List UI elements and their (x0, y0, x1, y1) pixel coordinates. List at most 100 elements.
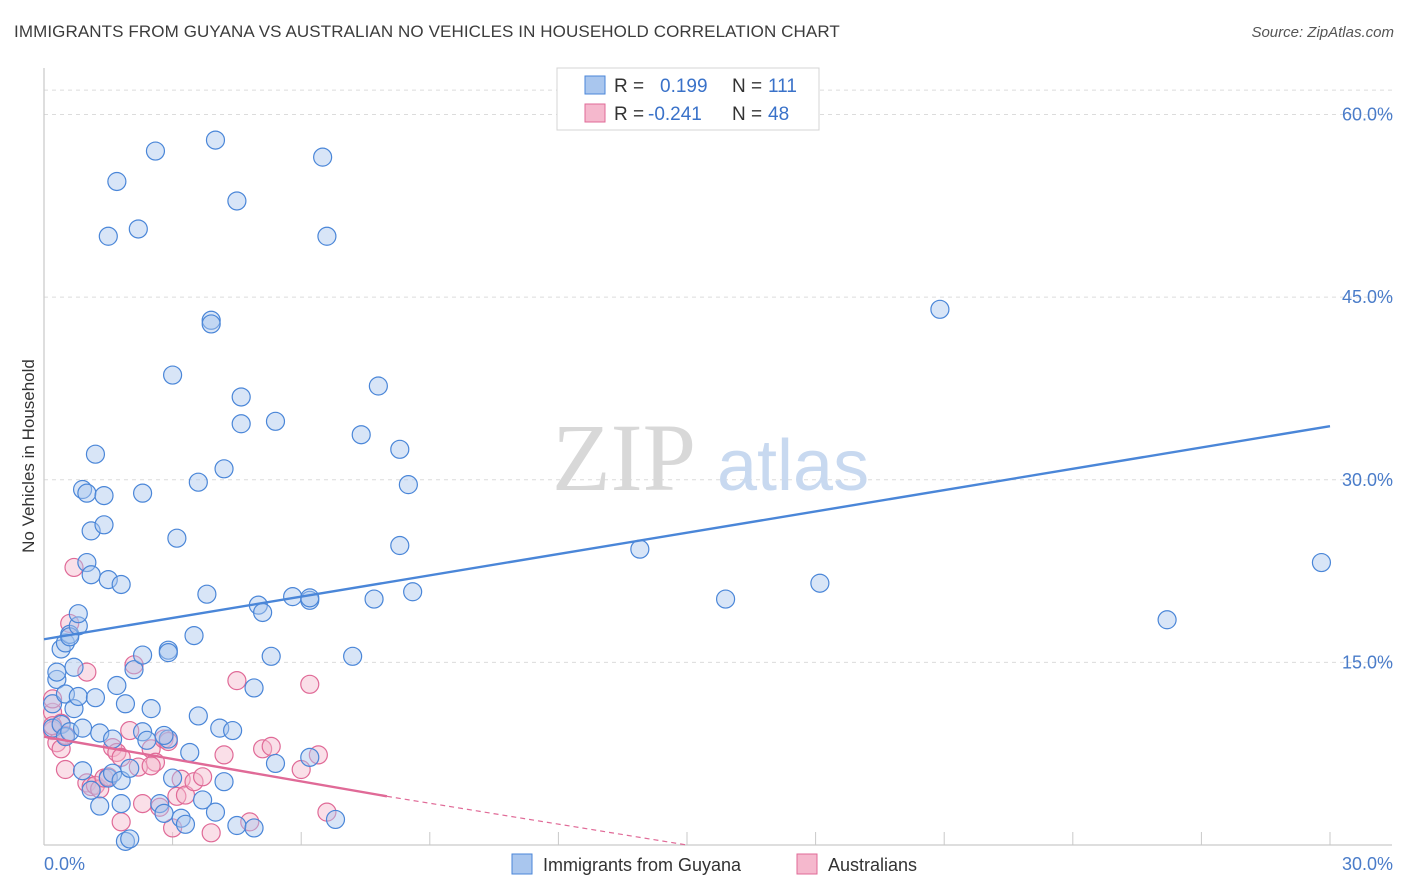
legend-n-label-2: N = (732, 104, 762, 125)
data-point (137, 730, 157, 750)
data-point (197, 584, 217, 604)
legend-swatch-blue (584, 75, 606, 95)
data-point (107, 675, 127, 696)
legend-r-label-2: R = (614, 104, 644, 125)
data-point (163, 768, 183, 788)
data-point (85, 688, 106, 708)
data-point (132, 645, 153, 665)
data-point (214, 745, 234, 765)
data-point (214, 459, 234, 479)
data-point (265, 411, 286, 431)
data-point (85, 444, 106, 464)
data-point (120, 758, 140, 778)
data-point (158, 643, 178, 663)
data-point (111, 812, 131, 832)
x-tick-label-min: 0.0% (44, 854, 85, 874)
data-point (300, 747, 320, 767)
stats-legend: R = 0.199 N = 111 R = -0.241 N = 48 (556, 67, 820, 131)
data-point (72, 718, 93, 738)
watermark-atlas: atlas (717, 426, 869, 506)
data-point (231, 387, 251, 407)
legend-r-value-2: -0.241 (648, 104, 702, 125)
data-point (205, 130, 226, 150)
data-point (390, 535, 410, 556)
data-point (145, 141, 166, 161)
data-point (317, 226, 337, 246)
data-point (193, 767, 213, 787)
data-point (124, 660, 144, 680)
data-point (128, 219, 148, 239)
data-point (201, 314, 221, 334)
data-point (313, 147, 333, 167)
bottom-legend-swatch-pink (796, 853, 818, 875)
data-point (1157, 610, 1177, 630)
data-point (68, 604, 88, 624)
trend-lines (43, 425, 1331, 846)
data-point (403, 582, 423, 602)
data-point (244, 818, 264, 838)
y-axis-label: No Vehicles in Household (19, 359, 38, 553)
legend-n-value-1: 111 (768, 76, 797, 97)
watermark-zip: ZIP (552, 404, 696, 511)
data-point (77, 552, 97, 573)
data-point (132, 794, 153, 814)
data-point (188, 472, 208, 492)
data-point (398, 475, 418, 495)
data-point (115, 694, 136, 714)
data-point (141, 699, 161, 719)
data-point (94, 515, 114, 535)
legend-r-value-1: 0.199 (660, 76, 708, 97)
data-point (77, 662, 97, 682)
data-point (150, 794, 170, 814)
data-point (167, 528, 187, 548)
legend-r-label-1: R = (614, 76, 644, 97)
data-point (154, 803, 174, 823)
data-point (188, 706, 208, 726)
data-point (300, 674, 320, 694)
data-point (68, 686, 88, 707)
data-point (98, 226, 118, 246)
data-point (205, 802, 226, 822)
data-point (261, 646, 281, 666)
data-point (77, 483, 97, 503)
bottom-legend-label-australians: Australians (828, 855, 917, 875)
data-point (175, 814, 196, 834)
data-point (265, 753, 286, 774)
data-point (227, 191, 247, 211)
data-point (42, 689, 63, 709)
data-point (343, 646, 363, 666)
data-point (715, 589, 736, 609)
data-point (64, 657, 84, 677)
data-point (214, 772, 234, 792)
gridlines (44, 89, 1392, 663)
data-point (47, 669, 67, 690)
data-point (64, 557, 84, 578)
data-point (201, 823, 221, 843)
chart-source: Source: ZipAtlas.com (1251, 24, 1394, 41)
data-point (111, 574, 131, 595)
y-tick-label: 45.0% (1342, 287, 1393, 307)
data-point (141, 756, 161, 776)
data-point (72, 761, 93, 781)
data-point (930, 299, 950, 319)
data-point (253, 602, 273, 623)
data-point (111, 794, 131, 814)
x-axis-ticks (172, 832, 1331, 845)
data-point (390, 439, 410, 459)
data-point (98, 569, 118, 590)
series-guyana (42, 130, 1332, 851)
trend-line-australians-extension (386, 795, 688, 846)
legend-swatch-pink (584, 103, 606, 123)
legend-n-label-1: N = (732, 76, 762, 97)
data-point (368, 376, 388, 396)
data-point (42, 694, 63, 714)
y-tick-label: 30.0% (1342, 470, 1393, 490)
trend-line-australians (43, 735, 388, 798)
data-point (154, 725, 174, 746)
data-point (180, 742, 200, 763)
bottom-legend-label-guyana: Immigrants from Guyana (543, 855, 742, 875)
data-point (223, 720, 243, 741)
data-point (300, 588, 320, 608)
data-point (64, 699, 84, 719)
